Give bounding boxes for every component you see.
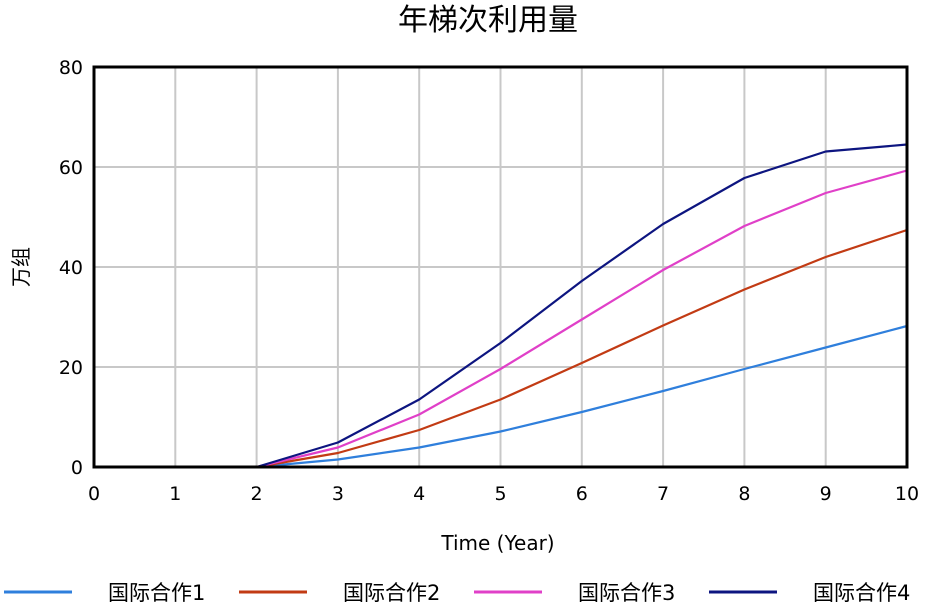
- x-tick-label: 2: [251, 483, 263, 505]
- grid: [94, 67, 907, 467]
- x-tick-label: 1: [169, 483, 181, 505]
- y-tick-label: 60: [59, 157, 83, 179]
- plot-frame: [92, 65, 909, 469]
- x-tick-label: 9: [820, 483, 832, 505]
- legend-label-3: 国际合作3: [578, 581, 675, 605]
- x-tick-label: 0: [88, 483, 100, 505]
- y-tick-label: 40: [59, 257, 83, 279]
- legend-label-2: 国际合作2: [343, 581, 440, 605]
- legend-label-4: 国际合作4: [813, 581, 910, 605]
- y-tick-label: 0: [71, 457, 83, 479]
- x-tick-label: 6: [576, 483, 588, 505]
- chart-title: 年梯次利用量: [398, 3, 578, 38]
- x-tick-label: 10: [895, 483, 919, 505]
- y-axis-label: 万组: [9, 247, 33, 287]
- legend: 国际合作1 国际合作2 国际合作3 国际合作4: [4, 581, 910, 605]
- x-tick-label: 7: [657, 483, 669, 505]
- x-tick-label: 5: [494, 483, 506, 505]
- y-axis-ticks: 0 20 40 60 80: [59, 57, 83, 479]
- x-tick-label: 8: [738, 483, 750, 505]
- x-axis-label: Time (Year): [440, 531, 554, 555]
- legend-label-1: 国际合作1: [108, 581, 205, 605]
- y-tick-label: 20: [59, 357, 83, 379]
- y-tick-label: 80: [59, 57, 83, 79]
- x-tick-label: 3: [332, 483, 344, 505]
- x-tick-label: 4: [413, 483, 425, 505]
- x-axis-ticks: 0 1 2 3 4 5 6 7 8 9 10: [88, 483, 919, 505]
